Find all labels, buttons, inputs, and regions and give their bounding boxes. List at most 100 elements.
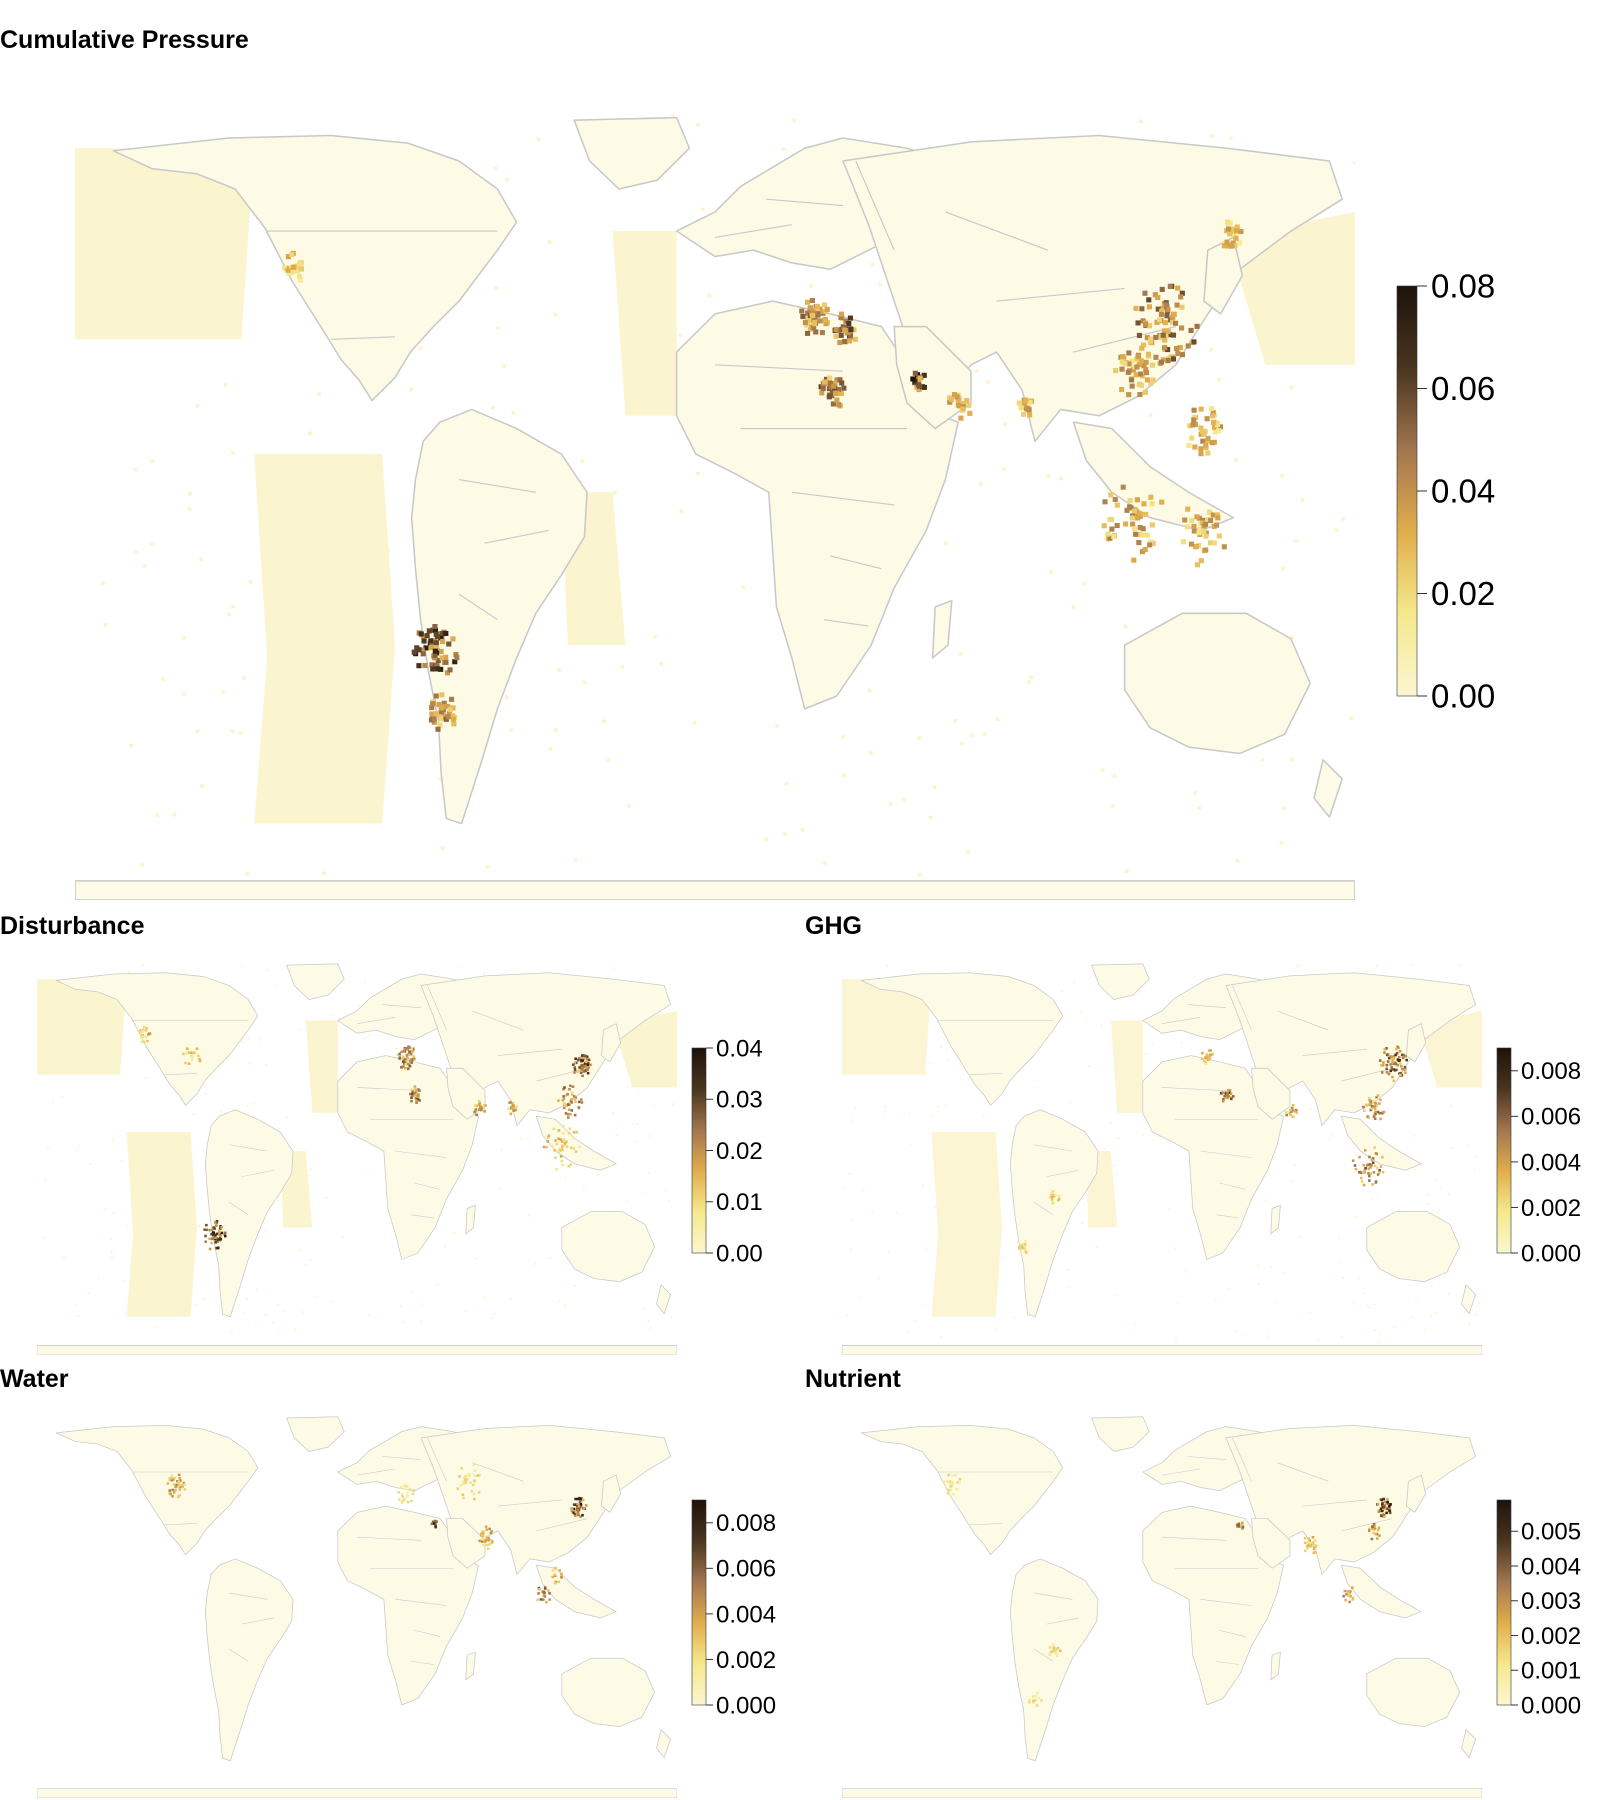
pressure-cell: [403, 1047, 407, 1051]
pressure-cell: [409, 1092, 412, 1096]
pressure-cell: [1165, 307, 1171, 313]
land-greenland: [1091, 963, 1150, 1000]
pressure-cell: [1165, 358, 1171, 364]
ocean-speck: [573, 858, 578, 863]
pressure-cell: [1153, 354, 1159, 360]
pressure-cell: [452, 659, 458, 665]
ocean-speck: [313, 1042, 316, 1045]
ocean-speck: [1353, 160, 1355, 165]
pressure-cell: [574, 1096, 578, 1100]
pressure-cell: [1368, 1163, 1372, 1166]
pressure-cell: [408, 1050, 412, 1053]
pressure-cell: [1221, 243, 1227, 249]
pressure-cell: [1379, 1098, 1382, 1102]
ocean-speck: [230, 1331, 233, 1334]
pressure-cell: [1146, 323, 1152, 329]
pressure-cell: [461, 1480, 465, 1483]
ocean-speck: [1141, 1133, 1144, 1136]
pressure-cell: [406, 1062, 410, 1066]
pressure-cell: [1208, 517, 1214, 524]
ocean-speck: [341, 1236, 344, 1239]
country-border: [382, 1004, 422, 1009]
pressure-cell: [409, 1052, 413, 1056]
pressure-cell: [411, 1058, 415, 1061]
pressure-cell: [403, 1498, 406, 1501]
ocean-speck: [922, 1185, 924, 1188]
pressure-cell: [1382, 1507, 1385, 1510]
pressure-cell: [515, 1105, 518, 1108]
pressure-cell: [1140, 318, 1146, 324]
pressure-cell: [462, 1496, 465, 1500]
colorbar-tick-label: 0.01: [716, 1189, 763, 1216]
pressure-cell: [561, 1148, 564, 1152]
pressure-cell: [826, 394, 832, 400]
ocean-speck: [1298, 1236, 1301, 1239]
ocean-speck: [289, 473, 293, 477]
ocean-speck: [464, 1310, 467, 1313]
pressure-cell: [484, 1540, 487, 1543]
ocean-speck: [483, 1297, 486, 1299]
pressure-cell: [1198, 451, 1204, 457]
ocean-speck: [1117, 1137, 1120, 1140]
ocean-speck: [1459, 964, 1462, 967]
land-madagascar: [1270, 1204, 1281, 1235]
pressure-cell: [198, 1059, 202, 1063]
pressure-cell: [216, 1246, 220, 1250]
colorbar-tick-label: 0.002: [1521, 1195, 1581, 1222]
country-border: [414, 1630, 441, 1637]
ocean-speck: [1068, 1285, 1071, 1288]
pressure-cell: [212, 1231, 215, 1235]
ocean-speck: [946, 1285, 949, 1288]
ocean-speck: [1295, 964, 1298, 967]
pressure-cell: [1351, 1598, 1355, 1601]
ocean-speck: [420, 1320, 422, 1323]
ocean-speck: [1214, 1298, 1217, 1301]
ocean-speck: [1327, 1137, 1330, 1140]
pressure-cell: [211, 1234, 215, 1237]
pressure-cell: [1050, 1195, 1054, 1199]
pressure-cell: [578, 1506, 582, 1509]
pressure-cell: [1380, 1514, 1384, 1518]
pressure-cell: [582, 1057, 585, 1060]
pressure-cell: [420, 651, 426, 657]
pressure-cell: [1228, 1089, 1232, 1092]
ocean-speck: [649, 1327, 652, 1330]
country-border: [1033, 1201, 1054, 1216]
ocean-speck: [1235, 858, 1240, 863]
pressure-cell: [173, 1476, 177, 1480]
pressure-cell: [1229, 1092, 1233, 1096]
pressure-cell: [475, 1104, 479, 1108]
country-border: [1161, 1536, 1227, 1541]
ocean-speck: [110, 1250, 113, 1253]
pressure-cell: [561, 1163, 565, 1167]
pressure-cell: [573, 1061, 577, 1065]
pressure-cell: [1198, 406, 1204, 412]
pressure-cell: [843, 318, 849, 324]
pressure-cell: [414, 645, 420, 651]
map-nutrient: [842, 1413, 1482, 1798]
ocean-speck: [966, 849, 971, 854]
pressure-cell: [542, 1145, 546, 1149]
ocean-speck: [1474, 1155, 1477, 1158]
ocean-speck: [276, 1303, 279, 1306]
pressure-cell: [1179, 352, 1186, 358]
ocean-speck: [854, 1107, 857, 1110]
pressure-cell: [1200, 517, 1206, 523]
ocean-speck: [380, 673, 385, 678]
pressure-cell: [1376, 1529, 1380, 1532]
pressure-cell: [1377, 1526, 1381, 1529]
pressure-cell: [565, 1145, 569, 1149]
ocean-speck: [1377, 1341, 1380, 1344]
pressure-cell: [171, 1488, 175, 1492]
pressure-cell: [1196, 515, 1203, 521]
ocean-speck: [1279, 473, 1284, 478]
ocean-speck: [564, 1176, 567, 1179]
pressure-cell: [416, 1094, 420, 1098]
pressure-cell: [1105, 531, 1111, 537]
ocean-speck: [178, 1313, 181, 1315]
colorbar-tick-label: 0.02: [716, 1138, 763, 1165]
pressure-cell: [1036, 1691, 1039, 1695]
pressure-cell: [189, 1051, 193, 1055]
country-border: [472, 1010, 524, 1031]
land-antarctica: [842, 1788, 1482, 1798]
